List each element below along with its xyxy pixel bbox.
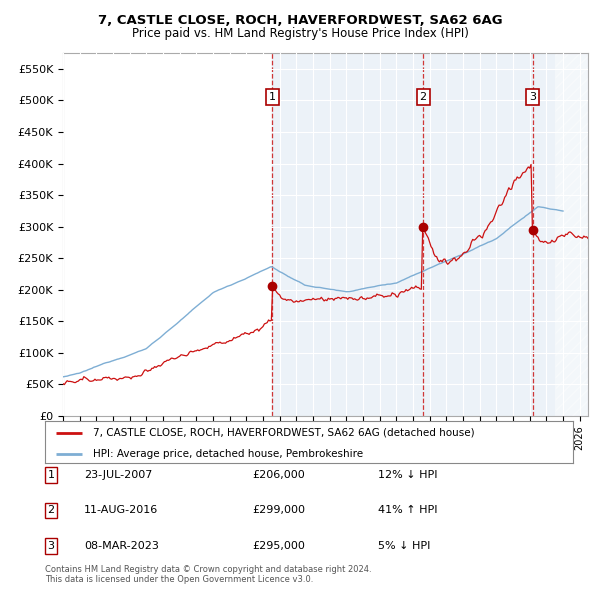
7, CASTLE CLOSE, ROCH, HAVERFORDWEST, SA62 6AG (detached house) [547, 239, 554, 246]
Line: HPI: Average price, detached house, Pembrokeshire: HPI: Average price, detached house, Pemb… [63, 206, 563, 377]
Text: 1: 1 [47, 470, 55, 480]
Text: Contains HM Land Registry data © Crown copyright and database right 2024.: Contains HM Land Registry data © Crown c… [45, 565, 371, 574]
Text: £295,000: £295,000 [252, 541, 305, 550]
Text: Price paid vs. HM Land Registry's House Price Index (HPI): Price paid vs. HM Land Registry's House … [131, 27, 469, 40]
Text: 3: 3 [529, 92, 536, 102]
7, CASTLE CLOSE, ROCH, HAVERFORDWEST, SA62 6AG (detached house) [444, 261, 451, 268]
Text: 5% ↓ HPI: 5% ↓ HPI [378, 541, 430, 550]
Text: 7, CASTLE CLOSE, ROCH, HAVERFORDWEST, SA62 6AG: 7, CASTLE CLOSE, ROCH, HAVERFORDWEST, SA… [98, 14, 502, 27]
Text: HPI: Average price, detached house, Pembrokeshire: HPI: Average price, detached house, Pemb… [92, 449, 362, 459]
7, CASTLE CLOSE, ROCH, HAVERFORDWEST, SA62 6AG (detached house) [296, 298, 303, 305]
7, CASTLE CLOSE, ROCH, HAVERFORDWEST, SA62 6AG (detached house) [425, 234, 432, 241]
HPI: Average price, detached house, Pembrokeshire: (2.02e+03, 3.25e+05): Average price, detached house, Pembrokes… [559, 208, 566, 215]
7, CASTLE CLOSE, ROCH, HAVERFORDWEST, SA62 6AG (detached house) [83, 375, 90, 382]
7, CASTLE CLOSE, ROCH, HAVERFORDWEST, SA62 6AG (detached house) [527, 161, 535, 168]
Text: 11-AUG-2016: 11-AUG-2016 [84, 506, 158, 515]
Bar [554, 53, 588, 416]
7, CASTLE CLOSE, ROCH, HAVERFORDWEST, SA62 6AG (detached house) [61, 381, 68, 388]
Text: 3: 3 [47, 541, 55, 550]
Text: 12% ↓ HPI: 12% ↓ HPI [378, 470, 437, 480]
HPI: Average price, detached house, Pembrokeshire: (2.02e+03, 3.31e+05): Average price, detached house, Pembrokes… [535, 203, 542, 210]
HPI: Average price, detached house, Pembrokeshire: (2.01e+03, 2.05e+05): Average price, detached house, Pembrokes… [372, 283, 379, 290]
HPI: Average price, detached house, Pembrokeshire: (2e+03, 6.2e+04): Average price, detached house, Pembrokes… [59, 373, 67, 381]
Text: 41% ↑ HPI: 41% ↑ HPI [378, 506, 437, 515]
7, CASTLE CLOSE, ROCH, HAVERFORDWEST, SA62 6AG (detached house) [201, 345, 208, 352]
Line: 7, CASTLE CLOSE, ROCH, HAVERFORDWEST, SA62 6AG (detached house): 7, CASTLE CLOSE, ROCH, HAVERFORDWEST, SA… [63, 165, 588, 385]
HPI: Average price, detached house, Pembrokeshire: (2e+03, 1.19e+05): Average price, detached house, Pembrokes… [152, 337, 160, 344]
HPI: Average price, detached house, Pembrokeshire: (2.02e+03, 2.88e+05): Average price, detached house, Pembrokes… [498, 231, 505, 238]
7, CASTLE CLOSE, ROCH, HAVERFORDWEST, SA62 6AG (detached house) [584, 235, 592, 242]
Bar [272, 53, 588, 416]
Text: 23-JUL-2007: 23-JUL-2007 [84, 470, 152, 480]
Text: £299,000: £299,000 [252, 506, 305, 515]
Text: 2: 2 [47, 506, 55, 515]
HPI: Average price, detached house, Pembrokeshire: (2.01e+03, 1.97e+05): Average price, detached house, Pembrokes… [344, 288, 352, 295]
Text: £206,000: £206,000 [252, 470, 305, 480]
HPI: Average price, detached house, Pembrokeshire: (2e+03, 6.72e+04): Average price, detached house, Pembrokes… [73, 370, 80, 377]
7, CASTLE CLOSE, ROCH, HAVERFORDWEST, SA62 6AG (detached house) [59, 380, 67, 387]
HPI: Average price, detached house, Pembrokeshire: (2.01e+03, 2.02e+05): Average price, detached house, Pembrokes… [361, 285, 368, 292]
Text: 2: 2 [419, 92, 427, 102]
Text: This data is licensed under the Open Government Licence v3.0.: This data is licensed under the Open Gov… [45, 575, 313, 584]
Text: 1: 1 [269, 92, 276, 102]
Text: 7, CASTLE CLOSE, ROCH, HAVERFORDWEST, SA62 6AG (detached house): 7, CASTLE CLOSE, ROCH, HAVERFORDWEST, SA… [92, 428, 474, 438]
Text: 08-MAR-2023: 08-MAR-2023 [84, 541, 159, 550]
